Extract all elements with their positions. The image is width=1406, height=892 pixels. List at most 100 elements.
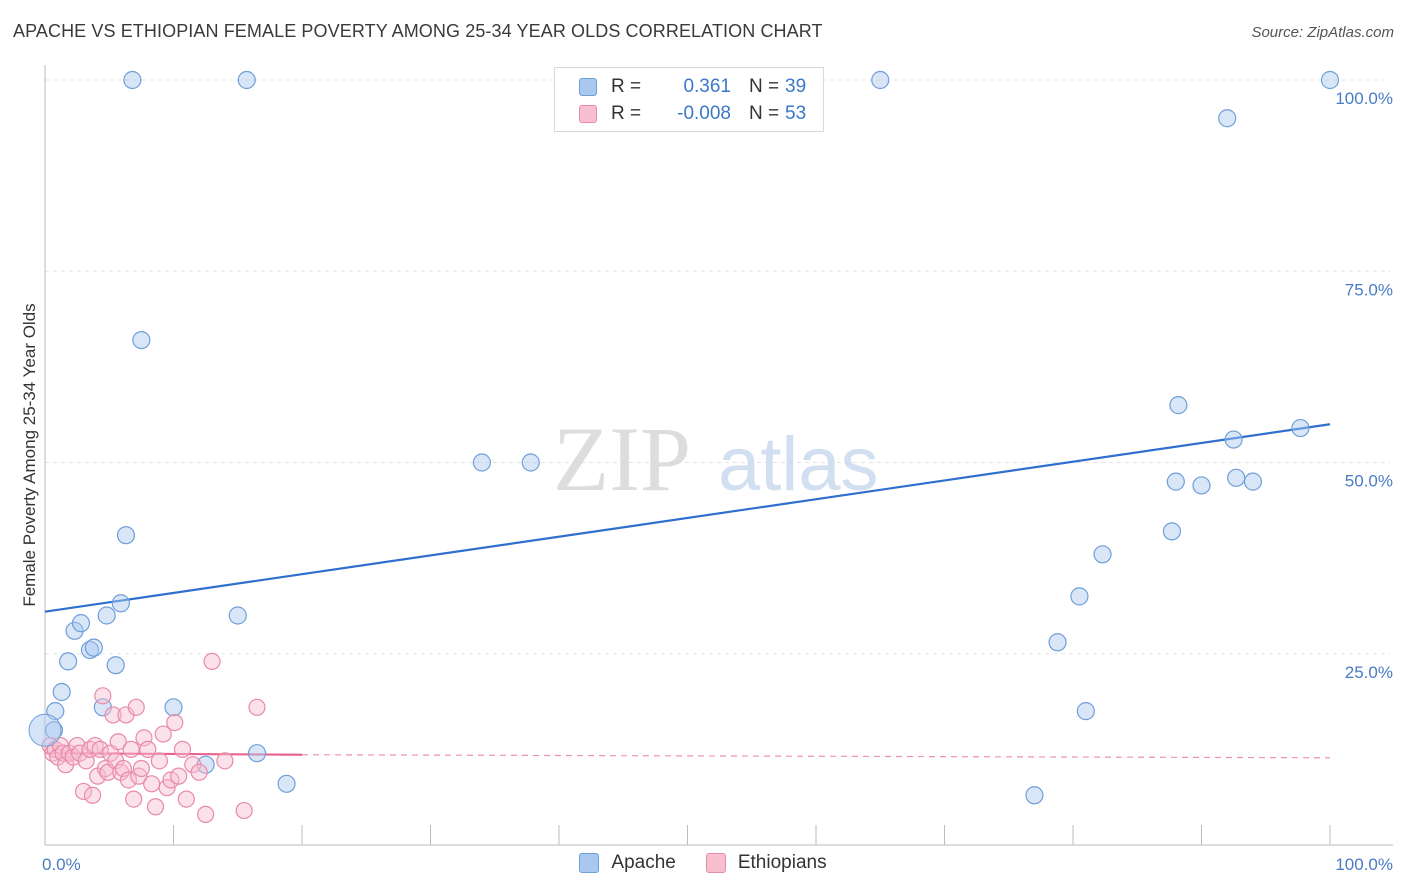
ethiopians-point [127, 698, 145, 716]
ethiopians-point [197, 805, 215, 824]
legend-swatch-ethiopians [705, 853, 726, 873]
apache-point [228, 606, 247, 625]
apache-point [1218, 109, 1237, 128]
y-tick-label: 50.0% [1345, 472, 1393, 491]
legend-row-apache: R = 0.361 N = 39 [579, 74, 806, 100]
legend-n-label: N = [749, 103, 780, 124]
apache-point [237, 70, 256, 90]
ethiopians-point [190, 763, 208, 781]
apache-point [1093, 545, 1112, 564]
ethiopians-point [154, 725, 172, 743]
ethiopians-point [162, 771, 180, 789]
ethiopians-point [74, 782, 93, 801]
y-tick-label: 100.0% [1335, 89, 1393, 108]
apache-point [59, 652, 78, 671]
scatter-points [28, 70, 1340, 824]
x-tick-label: 0.0% [42, 855, 81, 874]
legend-label-ethiopians: Ethiopians [737, 852, 827, 873]
apache-point [1192, 476, 1211, 495]
apache-point [1162, 522, 1182, 541]
apache-point [1048, 633, 1067, 652]
apache-point [472, 453, 491, 472]
watermark: ZIP atlas [553, 408, 879, 510]
apache-trend-line [44, 423, 1331, 613]
apache-point [1169, 396, 1188, 415]
ethiopians-point [125, 790, 143, 808]
x-tick-label: 100.0% [1335, 855, 1393, 874]
apache-point [132, 331, 151, 350]
apache-point [97, 606, 116, 625]
legend-r-label: R = [611, 76, 642, 97]
apache-point [1076, 702, 1095, 721]
watermark-atlas: atlas [718, 422, 879, 507]
y-tick-label: 75.0% [1345, 280, 1393, 299]
ethiopians-point [94, 687, 112, 705]
ethiopians-point [132, 759, 150, 778]
ethiopians-point [150, 752, 168, 770]
legend-item-apache[interactable]: Apache [579, 852, 676, 874]
apache-point [1025, 786, 1044, 805]
legend-n-value: 39 [785, 76, 807, 97]
legend-swatch-ethiopians [579, 105, 597, 123]
ethiopians-trend-extension [301, 754, 1331, 759]
series-legend: Apache Ethiopians [0, 852, 1406, 874]
ethiopians-point [177, 790, 195, 808]
ethiopians-point [235, 801, 253, 820]
legend-swatch-apache [579, 853, 600, 873]
apache-point [277, 774, 296, 793]
ethiopians-point [173, 740, 192, 758]
ethiopians-point [203, 652, 221, 671]
legend-item-ethiopians[interactable]: Ethiopians [705, 852, 827, 874]
ethiopians-point [216, 752, 234, 770]
ethiopians-point [248, 698, 266, 716]
apache-point [871, 70, 890, 90]
ethiopians-point [104, 706, 122, 724]
source-credit: Source: ZipAtlas.com [1251, 24, 1394, 41]
ethiopians-point [91, 740, 109, 758]
ethiopians-point [146, 798, 165, 816]
apache-point [71, 614, 91, 633]
apache-point [116, 526, 136, 545]
legend-n-value: 53 [785, 103, 807, 124]
apache-point [28, 713, 62, 747]
gridlines [45, 79, 1390, 655]
ethiopians-point [83, 786, 102, 804]
legend-r-label: R = [611, 103, 642, 124]
ethiopians-point [170, 767, 188, 785]
apache-point [123, 70, 142, 90]
apache-point [521, 453, 540, 472]
apache-point [52, 682, 71, 702]
apache-point [84, 638, 103, 657]
legend-r-value: 0.361 [683, 76, 731, 97]
apache-point [1224, 430, 1243, 449]
ethiopians-point [119, 771, 138, 789]
tick-labels: 25.0% 50.0% 75.0% 100.0% 0.0% 100.0% [42, 89, 1393, 874]
axes [44, 65, 1393, 846]
apache-point [247, 744, 267, 763]
legend-r-value: -0.008 [677, 103, 731, 124]
apache-point [164, 698, 183, 717]
apache-point [1320, 70, 1340, 90]
legend-label-apache: Apache [611, 852, 676, 873]
correlation-legend: R = 0.361 N = 39 R = -0.008 N = 53 [554, 67, 824, 132]
legend-n-label: N = [749, 76, 780, 97]
apache-point [106, 656, 125, 675]
ethiopians-point [109, 733, 127, 751]
ethiopians-point [166, 713, 184, 732]
legend-swatch-apache [579, 78, 597, 96]
apache-point [1070, 587, 1089, 606]
watermark-zip: ZIP [553, 408, 691, 510]
apache-point [1243, 472, 1263, 491]
legend-row-ethiopians: R = -0.008 N = 53 [579, 101, 806, 127]
ethiopians-point [143, 775, 161, 793]
apache-point [1227, 468, 1246, 487]
ethiopians-point [122, 740, 140, 758]
apache-point [1166, 472, 1185, 491]
ethiopians-point [139, 740, 157, 758]
y-axis-label: Female Poverty Among 25-34 Year Olds [20, 303, 39, 606]
y-tick-label: 25.0% [1345, 663, 1393, 682]
apache-point [111, 594, 130, 613]
chart-title: APACHE VS ETHIOPIAN FEMALE POVERTY AMONG… [13, 21, 823, 41]
apache-point [1291, 418, 1310, 438]
